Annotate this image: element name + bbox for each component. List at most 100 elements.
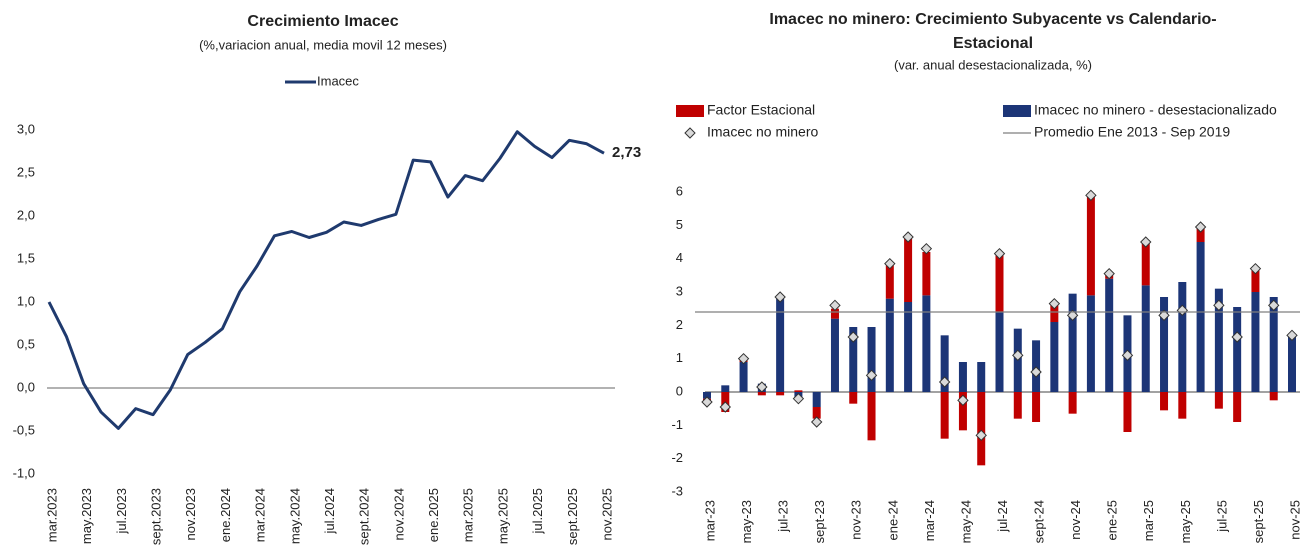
- x-tick-label: jul.2024: [322, 488, 337, 535]
- bar: [1086, 295, 1095, 392]
- chart-title: Crecimiento Imacec: [247, 13, 398, 30]
- bar: [830, 308, 839, 319]
- y-tick-label: 3,0: [17, 121, 35, 136]
- diamond-marker: [975, 429, 987, 442]
- bar: [940, 335, 949, 392]
- diamond-marker: [1012, 349, 1024, 362]
- bar: [885, 265, 894, 299]
- bar: [995, 255, 1004, 312]
- bar: [904, 238, 913, 302]
- bar: [776, 392, 785, 396]
- diamond-marker: [1268, 299, 1280, 312]
- bar: [1105, 278, 1114, 392]
- bar: [977, 362, 986, 392]
- x-tick-label: mar-24: [922, 500, 937, 541]
- x-tick-label: may.2025: [495, 488, 510, 544]
- diamond-marker: [1121, 349, 1134, 362]
- bar: [1251, 292, 1260, 392]
- line-series: [47, 130, 605, 430]
- x-tick-label: jul.2025: [530, 488, 545, 535]
- bar: [867, 392, 876, 441]
- x-tick-label: sept-23: [812, 500, 827, 543]
- x-tick-label: may-24: [958, 500, 973, 543]
- bar: [1032, 340, 1041, 392]
- x-tick-label: sept.2025: [565, 488, 580, 545]
- x-tick-label: nov.2025: [599, 488, 614, 541]
- diamond-marker: [938, 376, 951, 388]
- y-tick-label: 1: [676, 350, 683, 365]
- y-tick-label: 5: [676, 217, 683, 232]
- bar: [830, 318, 839, 392]
- y-tick-label: 3: [676, 283, 683, 298]
- bar: [849, 392, 858, 404]
- diamond-marker: [993, 247, 1006, 260]
- bar: [1086, 195, 1095, 296]
- bar: [1196, 242, 1205, 392]
- legend-swatch: [1003, 105, 1031, 117]
- data-label: 2,73: [612, 144, 641, 161]
- y-tick-label: 2,5: [17, 164, 35, 179]
- bar: [1123, 392, 1132, 432]
- bar: [721, 385, 730, 392]
- legend-label: Imacec: [317, 73, 359, 88]
- diamond-marker: [1085, 189, 1097, 202]
- bar: [1141, 285, 1150, 392]
- x-tick-label: may-25: [1178, 500, 1193, 543]
- legend-label: Imacec no minero - desestacionalizado: [1034, 102, 1277, 118]
- bar: [1068, 392, 1077, 414]
- diamond-marker: [1176, 304, 1189, 317]
- x-tick-label: may.2024: [287, 488, 302, 544]
- x-tick-label: jul.2023: [114, 488, 129, 535]
- x-tick-label: nov.2023: [183, 488, 198, 541]
- diamond-marker: [719, 401, 731, 413]
- y-tick-label: 0,0: [17, 379, 35, 394]
- x-tick-label: jul-25: [1214, 500, 1229, 533]
- bar: [812, 407, 821, 419]
- bar: [958, 362, 967, 392]
- x-tick-label: jul-23: [776, 500, 791, 533]
- bar: [977, 392, 986, 466]
- legend-swatch: [684, 127, 696, 139]
- x-tick-label: ene-24: [885, 500, 900, 540]
- y-tick-label: 6: [676, 183, 683, 198]
- diamond-marker: [829, 299, 841, 312]
- x-tick-label: may-23: [739, 500, 754, 543]
- y-tick-label: -1: [671, 417, 683, 432]
- bar: [1214, 288, 1223, 392]
- bar: [1233, 307, 1242, 392]
- bar: [1251, 270, 1260, 292]
- y-tick-label: -3: [671, 483, 683, 498]
- x-tick-label: may.2023: [79, 488, 94, 544]
- x-tick-label: mar.2023: [44, 488, 59, 542]
- bar: [1269, 297, 1278, 392]
- diamond-marker: [756, 381, 768, 393]
- y-tick-label: -2: [671, 450, 683, 465]
- diamond-marker: [957, 394, 969, 407]
- bar: [922, 295, 931, 392]
- x-tick-label: sept-25: [1251, 500, 1266, 543]
- bar: [757, 392, 766, 396]
- x-tick-label: mar.2025: [461, 488, 476, 542]
- x-tick-label: ene.2025: [426, 488, 441, 542]
- y-tick-label: -1,0: [13, 465, 35, 480]
- x-tick-label: mar.2024: [253, 488, 268, 542]
- legend-swatch: [676, 105, 704, 117]
- x-tick-label: nov.2024: [391, 488, 406, 541]
- diamond-marker: [902, 231, 914, 243]
- diamond-marker: [884, 257, 896, 270]
- diamond-marker: [792, 392, 805, 405]
- diamond-marker: [865, 369, 878, 382]
- diamond-marker: [1213, 299, 1225, 312]
- y-tick-label: 2,0: [17, 207, 35, 222]
- bar: [1288, 337, 1296, 392]
- y-tick-label: 0,5: [17, 336, 35, 351]
- bar: [995, 312, 1004, 392]
- y-tick-label: -0,5: [13, 422, 35, 437]
- x-tick-label: sept.2023: [149, 488, 164, 545]
- y-tick-label: 4: [676, 250, 683, 265]
- bar: [867, 327, 876, 392]
- bar: [1141, 243, 1150, 286]
- bar: [1196, 228, 1205, 242]
- diamond-marker: [1066, 309, 1079, 322]
- diamond-marker: [737, 352, 750, 365]
